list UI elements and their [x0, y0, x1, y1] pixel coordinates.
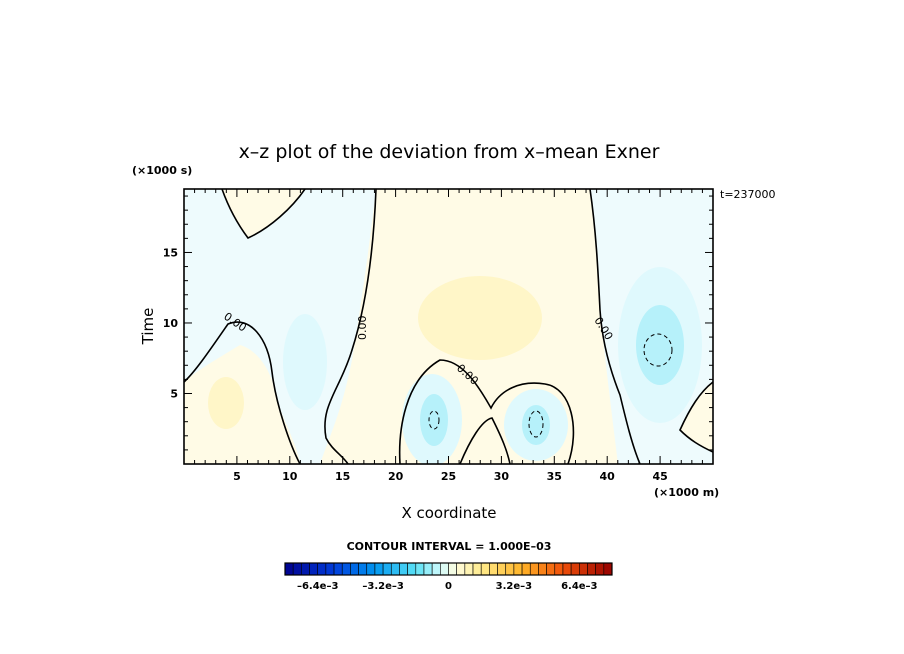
colorbar-cell [529, 562, 539, 576]
chart-title: x–z plot of the deviation from x–mean Ex… [239, 141, 660, 163]
colorbar-cell [578, 562, 588, 576]
x-tick-label: 25 [441, 470, 456, 483]
y-tick-label: 15 [163, 246, 178, 259]
contour-label: 0.00 [356, 316, 369, 341]
colorbar-cell [505, 562, 515, 576]
x-tick-label: 5 [233, 470, 241, 483]
colorbar-cell [292, 562, 302, 576]
colorbar-cell [472, 562, 482, 576]
colorbar-cell [456, 562, 466, 576]
dashed-contour-b [528, 410, 544, 438]
colorbar-cell [284, 562, 294, 576]
negative-core-a [420, 394, 448, 446]
contour-lobe-a [398, 359, 575, 464]
colorbar-cell [587, 562, 596, 576]
colorbar-cell [440, 562, 449, 576]
contour-interval: CONTOUR INTERVAL = 1.000E–03 [347, 540, 552, 553]
colorbar-cell [366, 562, 376, 576]
contour-center-left [324, 189, 377, 464]
colorbar-cell [489, 562, 498, 576]
colorbar-cell [464, 562, 474, 576]
colorbar-cell [521, 562, 531, 576]
zero-contours [184, 189, 713, 464]
y-tick-label: 10 [163, 317, 179, 330]
colorbar-cell [390, 562, 400, 576]
colorbar-cell [399, 562, 408, 576]
dashed-contour-c [643, 333, 673, 367]
dashed-contour-a [428, 410, 440, 430]
colorbar-cell [480, 562, 490, 576]
colorbar-cell [317, 562, 327, 576]
colorbar-cell [554, 562, 564, 576]
colorbar-cell [570, 562, 580, 576]
colorbar-cell [562, 562, 572, 576]
contour-top-left [221, 189, 306, 239]
x-tick-label: 35 [547, 470, 562, 483]
x-axis-label: X coordinate [401, 504, 496, 522]
colorbar-cell [448, 562, 457, 576]
contour-right [679, 381, 713, 453]
colorbar-cell [350, 562, 359, 576]
negative-core-b [522, 405, 550, 445]
colorbar-cell [374, 562, 384, 576]
contour-lobe-c [459, 417, 511, 464]
colorbar-cell [431, 562, 441, 576]
colorbar-tick-label: –6.4e–3 [297, 581, 338, 592]
negative-contours [428, 333, 673, 438]
contour-center-right [589, 189, 641, 464]
colorbar-tick-label: 0 [445, 581, 452, 592]
time-stamp: t=237000 [720, 188, 776, 201]
x-unit-label: (×1000 m) [654, 486, 719, 499]
x-tick-label: 15 [335, 470, 350, 483]
colorbar-cell [513, 562, 523, 576]
colorbar-cell [301, 562, 310, 576]
contour-left [184, 321, 301, 464]
positive-region-right [680, 382, 713, 452]
y-tick-label: 5 [170, 387, 178, 400]
colorbar-cell [358, 562, 368, 576]
x-tick-label: 20 [388, 470, 404, 483]
colorbar-cell [309, 562, 318, 576]
negative-core-c [636, 305, 684, 385]
positive-core-center [418, 276, 542, 360]
colorbar-cell [423, 562, 433, 576]
colorbar-cell [382, 562, 392, 576]
colorbar-cell [407, 562, 417, 576]
colorbar-cell [497, 562, 507, 576]
y-unit-label: (×1000 s) [132, 164, 192, 177]
colorbar-cell [538, 562, 547, 576]
colorbar-cell [595, 562, 605, 576]
positive-region-top-left [222, 189, 305, 238]
x-tick-label: 40 [600, 470, 616, 483]
colorbar: –6.4e–3 –3.2e–3 0 3.2e–3 6.4e–3 [284, 562, 613, 592]
colorbar-tick-label: 3.2e–3 [496, 581, 532, 592]
colorbar-frame [284, 562, 613, 576]
colorbar-cell [341, 562, 351, 576]
colorbar-tick-label: 6.4e–3 [561, 581, 597, 592]
colorbar-cell [546, 562, 556, 576]
axis-ticks: 5 10 15 20 25 30 35 40 45 5 10 15 [163, 189, 713, 483]
positive-core-left [208, 377, 244, 429]
y-axis-label: Time [139, 308, 157, 346]
plot-area: 0.00 0.00 0.00 0.00 [184, 189, 713, 464]
x-tick-label: 30 [494, 470, 510, 483]
negative-region-d [283, 314, 327, 410]
colorbar-cell [415, 562, 425, 576]
x-tick-label: 45 [652, 470, 667, 483]
colorbar-cell [325, 562, 335, 576]
colorbar-cell [603, 562, 613, 576]
colorbar-tick-label: –3.2e–3 [362, 581, 403, 592]
colorbar-cell [333, 562, 343, 576]
x-tick-label: 10 [282, 470, 298, 483]
